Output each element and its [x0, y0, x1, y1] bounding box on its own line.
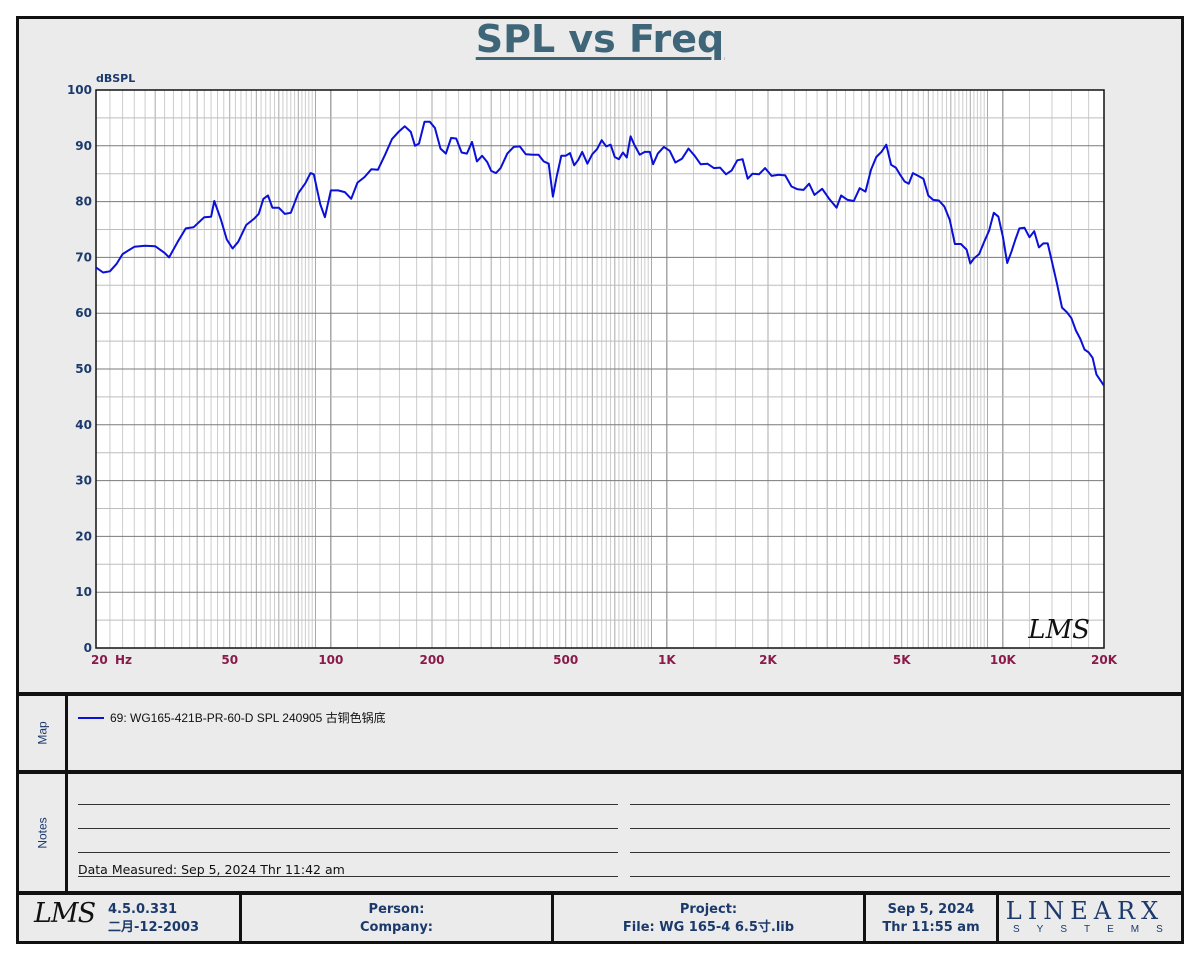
y-tick-label: 60 [75, 306, 92, 320]
notes-line [78, 828, 618, 829]
footer-time: Thr 11:55 am [882, 920, 980, 935]
y-tick-label: 100 [67, 83, 92, 97]
version-info: 4.5.0.331 二月-12-2003 [108, 901, 199, 937]
project-label: Project: [679, 902, 738, 917]
legend-line-swatch [78, 716, 104, 719]
linearx-logo: LINEARX SYSTEMS [999, 898, 1171, 936]
brand-top: LINEARX [1005, 897, 1165, 925]
lms-watermark: LMS [1027, 615, 1090, 645]
y-tick-label: 50 [75, 362, 92, 376]
notes-line [630, 852, 1170, 853]
map-section-label: Map [19, 696, 67, 770]
notes-section-label: Notes [19, 774, 67, 891]
x-tick-label: 5K [893, 653, 911, 667]
y-tick-label: 70 [75, 250, 92, 264]
project-cell: Project: File: WG 165-4 6.5寸.lib [554, 897, 863, 941]
x-tick-label: 100 [318, 653, 343, 667]
footer-date: Sep 5, 2024 [887, 902, 975, 917]
notes-line [630, 876, 1170, 877]
spl-series-line [96, 120, 1104, 387]
datetime-cell: Sep 5, 2024 Thr 11:55 am [866, 897, 996, 941]
map-label: Map [36, 721, 50, 745]
company-label: Company: [359, 920, 434, 935]
y-tick-label: 80 [75, 195, 92, 209]
separator-side-labels [65, 696, 68, 891]
version-number: 4.5.0.331 [108, 902, 178, 917]
notes-line [630, 828, 1170, 829]
y-tick-label: 40 [75, 418, 92, 432]
separator-map-top [19, 692, 1181, 696]
notes-line [630, 804, 1170, 805]
footer-divider [551, 895, 554, 941]
person-label: Person: [368, 902, 425, 917]
y-tick-label: 30 [75, 474, 92, 488]
notes-line [78, 852, 618, 853]
version-date: 二月-12-2003 [108, 920, 200, 935]
footer-divider [863, 895, 866, 941]
x-tick-label: 1K [658, 653, 676, 667]
notes-label: Notes [35, 816, 50, 849]
lms-logo: LMS [34, 898, 96, 929]
notes-line [78, 804, 618, 805]
x-tick-label: 500 [553, 653, 578, 667]
x-axis-label: Hz [115, 653, 132, 667]
chart-title: SPL vs Freq [475, 17, 725, 61]
x-tick-label: 2K [759, 653, 777, 667]
legend-entry-label: 69: WG165-421B-PR-60-D SPL 240905 古铜色锅底 [110, 711, 386, 725]
plot-border [95, 89, 1105, 649]
x-tick-label: 10K [990, 653, 1017, 667]
person-cell: Person: Company: [242, 897, 551, 941]
x-tick-label: 200 [419, 653, 444, 667]
file-label: File: WG 165-4 6.5寸.lib [622, 920, 795, 935]
y-tick-label: 20 [75, 529, 92, 543]
footer-divider [996, 895, 999, 941]
legend-entry: 69: WG165-421B-PR-60-D SPL 240905 古铜色锅底 [78, 709, 386, 726]
x-tick-label: 20K [1091, 653, 1118, 667]
footer-divider [239, 895, 242, 941]
y-tick-label: 90 [75, 139, 92, 153]
notes-line [78, 876, 618, 877]
data-measured-text: Data Measured: Sep 5, 2024 Thr 11:42 am [78, 862, 345, 877]
x-tick-label: 20 [91, 653, 108, 667]
brand-bottom: SYSTEMS [1013, 924, 1180, 935]
y-tick-label: 10 [75, 585, 92, 599]
separator-notes-top [19, 770, 1181, 774]
separator-footer-top [19, 891, 1181, 895]
y-tick-label: 0 [84, 641, 92, 655]
y-axis-label: dBSPL [96, 72, 135, 85]
x-tick-label: 50 [221, 653, 238, 667]
spl-chart: 0 10 20 30 40 50 60 70 80 90 100 dBSPL 20 50 100 200 500… [67, 72, 1118, 667]
